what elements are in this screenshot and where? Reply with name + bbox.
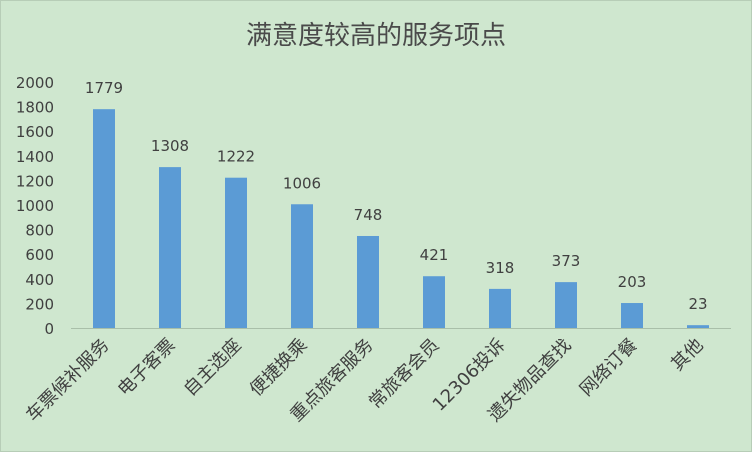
bar <box>555 282 577 328</box>
data-label: 1308 <box>151 137 189 155</box>
bar <box>621 303 643 328</box>
data-label: 748 <box>354 206 383 224</box>
data-label: 23 <box>688 295 707 313</box>
x-tick-label: 自主选座 <box>180 335 246 401</box>
data-label: 1779 <box>85 79 123 97</box>
y-tick-label: 600 <box>25 246 54 264</box>
y-tick-label: 400 <box>25 271 54 289</box>
x-tick-label: 电子客票 <box>114 335 180 401</box>
x-tick-label: 车票候补服务 <box>22 335 113 426</box>
x-tick-label: 网络订餐 <box>576 335 642 401</box>
y-axis: 0 200 400 600 800 1000 1200 1400 1600 1800 2000 <box>16 74 731 338</box>
data-label: 203 <box>618 273 647 291</box>
bar <box>159 167 181 328</box>
x-tick-label: 其他 <box>667 335 707 375</box>
y-tick-label: 1400 <box>16 148 54 166</box>
data-label: 1222 <box>217 148 255 166</box>
bar <box>225 177 247 328</box>
y-tick-label: 2000 <box>16 74 54 92</box>
data-labels: 1779 1308 1222 1006 748 421 318 373 203 23 <box>85 79 708 313</box>
chart-title: 满意度较高的服务项点 <box>245 21 506 51</box>
data-label: 318 <box>486 259 515 277</box>
y-tick-label: 1200 <box>16 172 54 190</box>
bar <box>489 288 511 328</box>
y-tick-label: 1600 <box>16 123 54 141</box>
bar <box>357 235 379 328</box>
y-tick-label: 0 <box>44 320 54 338</box>
bar-series <box>93 109 709 328</box>
bar <box>687 325 709 328</box>
x-tick-label: 便捷换乘 <box>246 335 312 401</box>
y-tick-label: 200 <box>25 295 54 313</box>
bar <box>291 204 313 328</box>
y-tick-label: 1800 <box>16 99 54 117</box>
bar <box>93 109 115 328</box>
y-tick-label: 800 <box>25 222 54 240</box>
y-tick-label: 1000 <box>16 197 54 215</box>
bar <box>423 276 445 328</box>
data-label: 421 <box>420 246 449 264</box>
data-label: 1006 <box>283 174 321 192</box>
data-label: 373 <box>552 252 581 270</box>
x-axis: 车票候补服务 电子客票 自主选座 便捷换乘重点旅客服务常旅客会员12306投诉遗失物品… <box>22 335 707 426</box>
